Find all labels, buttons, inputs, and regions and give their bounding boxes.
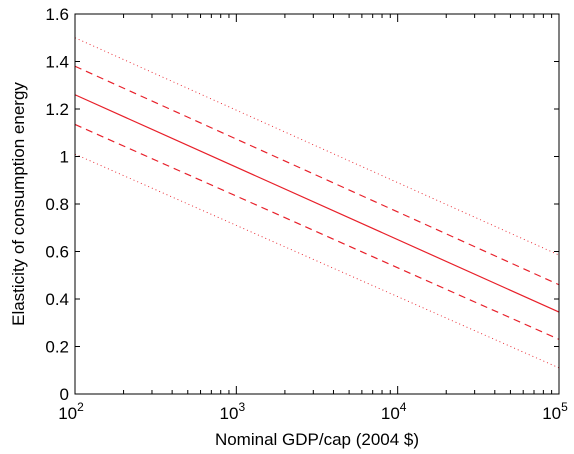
y-tick-label: 1 [60, 148, 69, 167]
y-axis-label: Elasticity of consumption energy [9, 82, 28, 326]
y-tick-label: 0 [60, 385, 69, 404]
y-tick-label: 1.2 [45, 100, 69, 119]
series-line-dotted-0 [74, 37, 560, 256]
x-tick-label: 102 [58, 400, 84, 423]
series-line-dashed-1 [74, 65, 560, 286]
series-line-solid-2 [74, 94, 560, 313]
y-tick-label: 0.6 [45, 243, 69, 262]
x-tick-label: 104 [381, 400, 407, 423]
y-tick-label: 1.6 [45, 5, 69, 24]
series-line-dashed-3 [74, 123, 560, 340]
x-axis-label: Nominal GDP/cap (2004 $) [215, 430, 419, 449]
y-tick-label: 0.2 [45, 338, 69, 357]
y-tick-label: 0.8 [45, 195, 69, 214]
x-tick-label: 105 [542, 400, 568, 423]
y-tick-label: 1.4 [45, 53, 69, 72]
series-line-dotted-4 [74, 153, 560, 369]
y-tick-label: 0.4 [45, 290, 69, 309]
series-layer [74, 37, 560, 369]
labels-layer: Nominal GDP/cap (2004 $) Elasticity of c… [9, 82, 419, 449]
x-tick-label: 103 [220, 400, 246, 423]
ticks-layer: 0 0.2 0.4 0.6 0.8 1 1.2 1.4 1.6 102 103 104 105 [45, 5, 568, 423]
